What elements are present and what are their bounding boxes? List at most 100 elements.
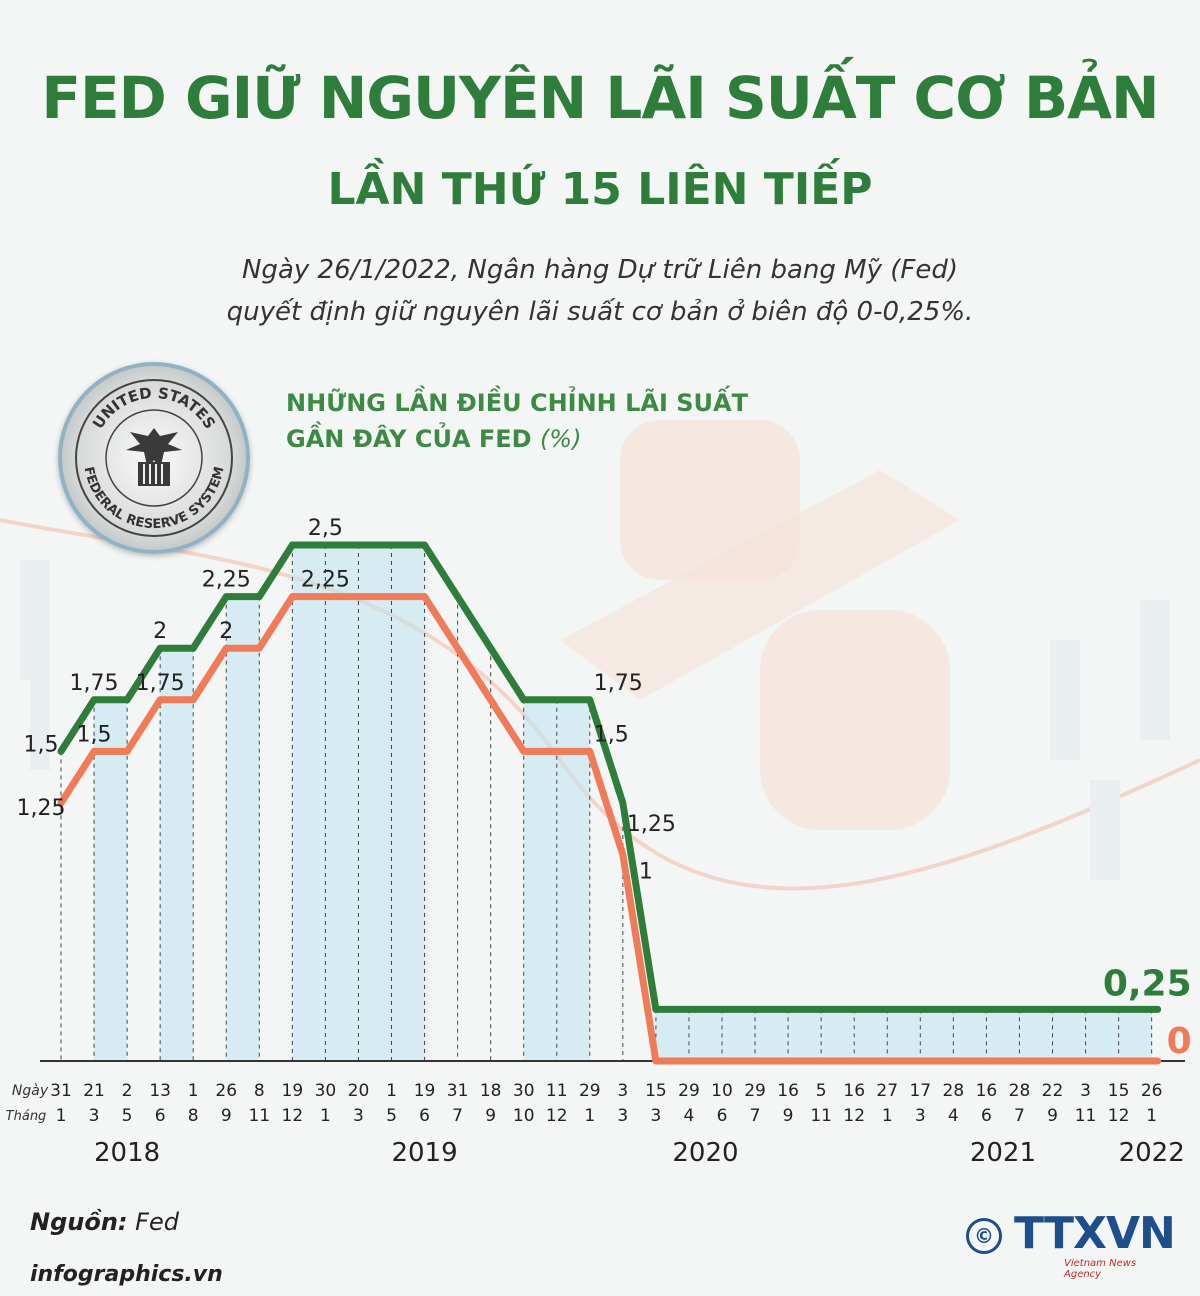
- rate-band: [1085, 1009, 1119, 1061]
- rate-band: [887, 1009, 921, 1061]
- day-tick-label: 3: [617, 1081, 628, 1101]
- month-tick-label: 3: [650, 1106, 661, 1126]
- source-value: Fed: [135, 1208, 179, 1236]
- rate-band: [722, 1009, 756, 1061]
- upper-data-label: 2: [153, 619, 167, 644]
- day-tick-label: 17: [909, 1081, 931, 1101]
- day-axis-label: Ngày: [12, 1083, 49, 1099]
- month-tick-label: 8: [188, 1106, 199, 1126]
- federal-reserve-seal-icon: UNITED STATES FEDERAL RESERVE SYSTEM: [58, 362, 250, 554]
- lower-data-label: 1,5: [594, 722, 629, 747]
- upper-data-label: 1,75: [594, 671, 643, 696]
- year-label: 2020: [672, 1138, 738, 1168]
- day-tick-label: 26: [1141, 1081, 1163, 1101]
- year-label: 2019: [391, 1138, 457, 1168]
- month-tick-label: 1: [56, 1106, 67, 1126]
- day-tick-label: 15: [645, 1081, 667, 1101]
- chart-heading-line-2: GẦN ĐÂY CỦA FED (%): [286, 421, 748, 457]
- copyright-icon: ©: [966, 1218, 1002, 1254]
- year-label: 2022: [1119, 1138, 1185, 1168]
- day-tick-label: 31: [50, 1081, 72, 1101]
- chart-gridlines: [60, 545, 1153, 1061]
- month-tick-label: 1: [882, 1106, 893, 1126]
- lead-line-1: Ngày 26/1/2022, Ngân hàng Dự trữ Liên ba…: [241, 255, 958, 285]
- lower-bound-line: [57, 593, 1162, 1065]
- page-subtitle: LẦN THỨ 15 LIÊN TIẾP: [327, 164, 873, 215]
- upper-data-label: 2,25: [202, 568, 251, 593]
- rate-band: [160, 648, 194, 1061]
- month-tick-label: 6: [419, 1106, 430, 1126]
- chart-bands: [94, 545, 1152, 1061]
- rate-band: [821, 1009, 855, 1061]
- day-tick-label: 30: [513, 1081, 535, 1101]
- agency-name: Vietnam News Agency: [1064, 1258, 1137, 1280]
- month-tick-label: 1: [320, 1106, 331, 1126]
- month-tick-label: 9: [783, 1106, 794, 1126]
- page-title: FED GIỮ NGUYÊN LÃI SUẤT CƠ BẢN: [41, 64, 1159, 132]
- site-url: infographics.vn: [30, 1262, 223, 1287]
- rate-band: [953, 1009, 987, 1061]
- year-label: 2018: [94, 1138, 160, 1168]
- lead-line-2: quyết định giữ nguyên lãi suất cơ bản ở …: [226, 296, 974, 327]
- day-tick-label: 26: [215, 1081, 237, 1101]
- month-tick-label: 9: [1047, 1106, 1058, 1126]
- upper-data-label: 2,5: [308, 516, 343, 541]
- day-tick-label: 16: [777, 1081, 799, 1101]
- rate-band: [226, 596, 260, 1061]
- day-tick-label: 5: [816, 1081, 827, 1101]
- day-tick-label: 1: [188, 1081, 199, 1101]
- month-tick-label: 3: [915, 1106, 926, 1126]
- month-tick-label: 12: [843, 1106, 865, 1126]
- month-tick-label: 5: [386, 1106, 397, 1126]
- month-tick-label: 11: [1075, 1106, 1097, 1126]
- day-tick-label: 11: [546, 1081, 568, 1101]
- lower-data-label: 1,25: [17, 796, 66, 821]
- month-tick-label: 11: [248, 1106, 270, 1126]
- day-tick-label: 27: [876, 1081, 898, 1101]
- upper-bound-line: [57, 541, 1162, 1013]
- rate-band: [688, 1009, 722, 1061]
- rate-band: [655, 1009, 689, 1061]
- source-note: Nguồn: Fed: [30, 1208, 179, 1236]
- rate-band: [523, 699, 557, 1061]
- upper-data-label: 0,25: [1103, 963, 1192, 1004]
- day-tick-label: 31: [447, 1081, 469, 1101]
- ttxvn-logo: © TTXVN Vietnam News Agency: [966, 1208, 1176, 1280]
- x-axis-ticks: 3112132513618269811191230120315196317189…: [50, 1081, 1185, 1168]
- chart-heading-unit: (%): [539, 425, 582, 453]
- day-tick-label: 29: [579, 1081, 601, 1101]
- day-tick-label: 29: [678, 1081, 700, 1101]
- year-label: 2021: [970, 1138, 1036, 1168]
- month-tick-label: 12: [546, 1106, 568, 1126]
- month-tick-label: 5: [122, 1106, 133, 1126]
- rate-band: [788, 1009, 822, 1061]
- month-tick-label: 4: [684, 1106, 695, 1126]
- month-tick-label: 1: [1146, 1106, 1157, 1126]
- day-tick-label: 19: [282, 1081, 304, 1101]
- month-tick-label: 12: [1108, 1106, 1130, 1126]
- logo-text: TTXVN: [1014, 1208, 1176, 1259]
- day-tick-label: 16: [976, 1081, 998, 1101]
- rate-band: [755, 1009, 789, 1061]
- chart-heading: NHỮNG LẦN ĐIỀU CHỈNH LÃI SUẤT GẦN ĐÂY CỦ…: [286, 385, 748, 457]
- rate-band: [1118, 1009, 1152, 1061]
- day-tick-label: 2: [122, 1081, 133, 1101]
- rate-band: [94, 699, 128, 1061]
- lower-data-label: 2,25: [301, 568, 350, 593]
- month-tick-label: 9: [221, 1106, 232, 1126]
- month-tick-label: 6: [155, 1106, 166, 1126]
- month-axis-label: Tháng: [6, 1109, 47, 1124]
- rate-band: [358, 545, 392, 1061]
- rate-band: [1019, 1009, 1053, 1061]
- day-tick-label: 15: [1108, 1081, 1130, 1101]
- rate-band: [325, 545, 359, 1061]
- upper-data-label: 1,5: [24, 732, 59, 757]
- rate-band: [986, 1009, 1020, 1061]
- lower-data-label: 1,5: [77, 722, 112, 747]
- rate-band: [920, 1009, 954, 1061]
- month-tick-label: 3: [89, 1106, 100, 1126]
- month-tick-label: 10: [513, 1106, 535, 1126]
- rate-band: [556, 699, 590, 1061]
- day-tick-label: 3: [1080, 1081, 1091, 1101]
- month-tick-label: 6: [981, 1106, 992, 1126]
